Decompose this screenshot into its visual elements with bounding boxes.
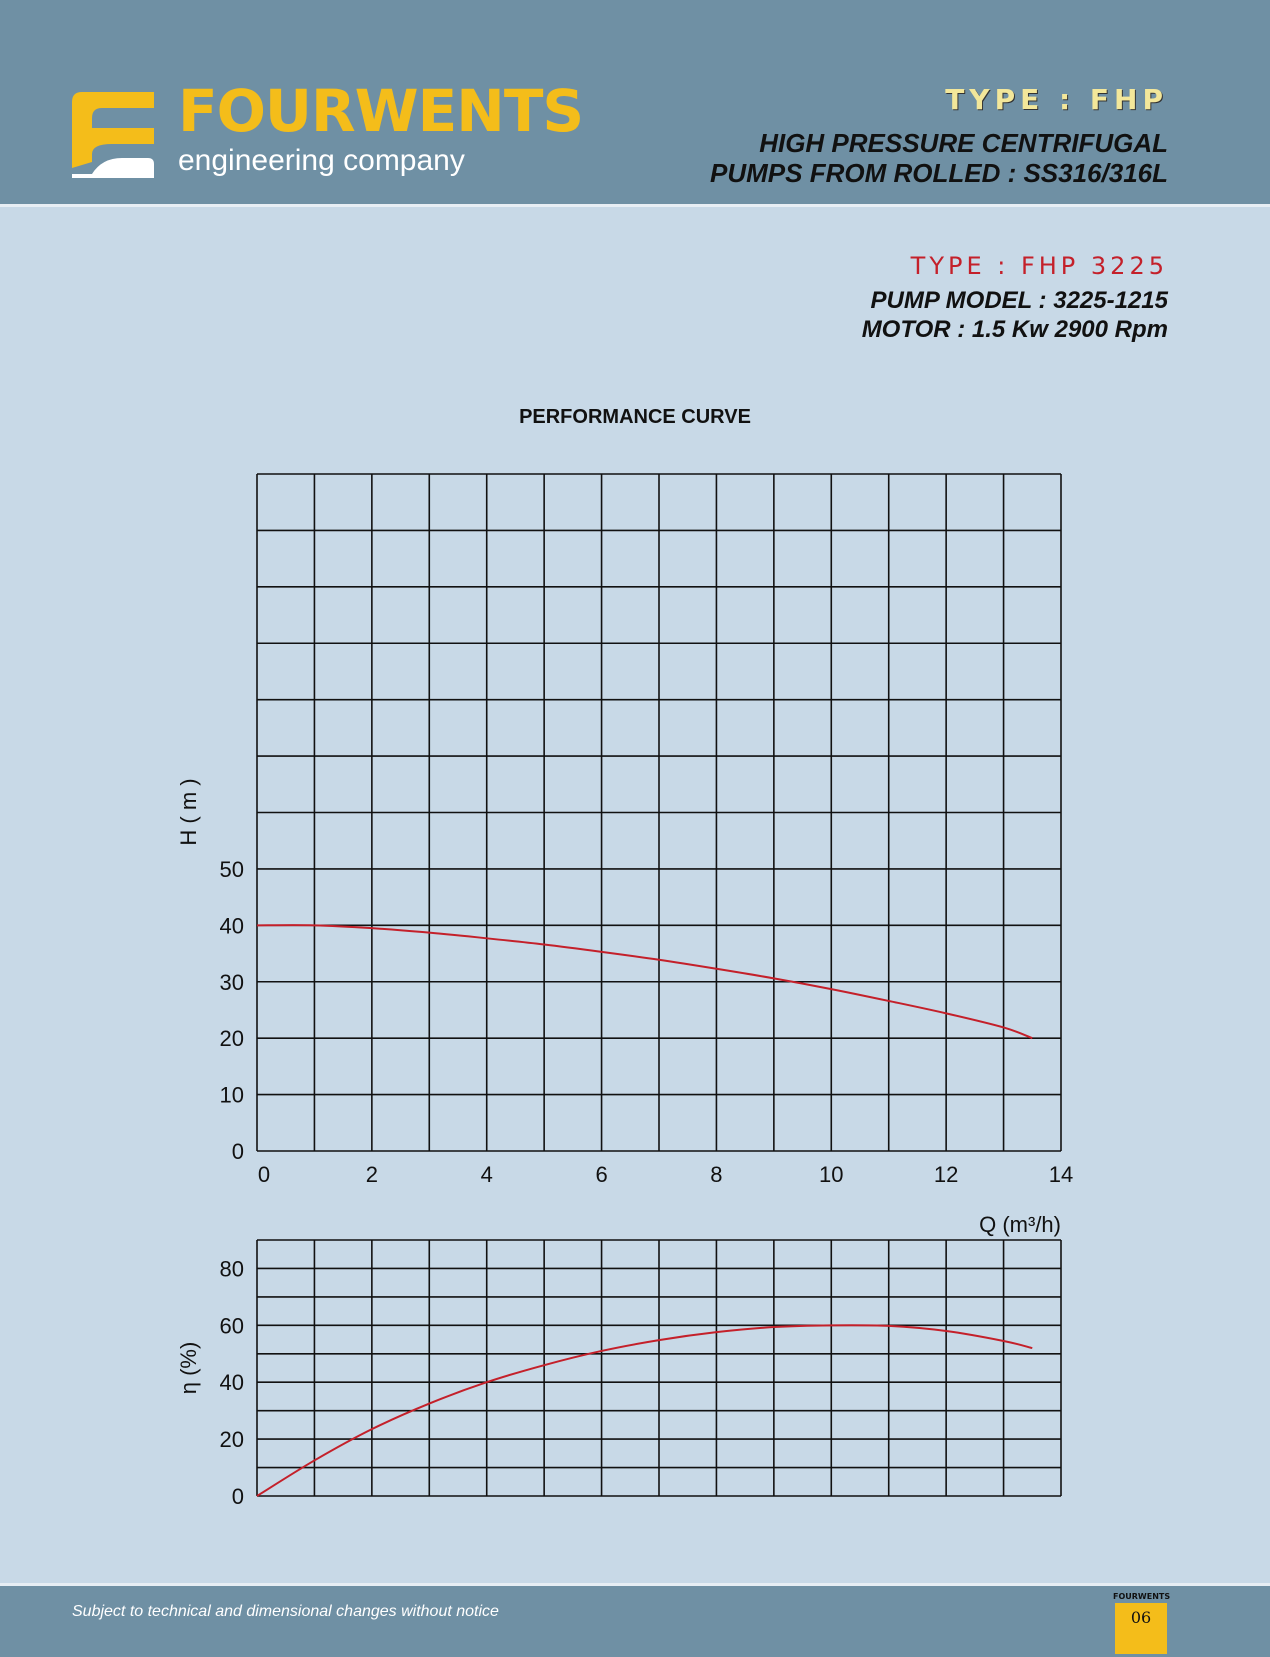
brand-name: FOURWENTS (178, 77, 584, 145)
y-tick-label: 40 (220, 913, 244, 938)
y-tick-label: 30 (220, 970, 244, 995)
fourwents-logo-icon (72, 92, 154, 187)
page-footer (0, 1583, 1270, 1657)
x-tick-label: 0 (258, 1162, 270, 1187)
series-type-label: TYPE : FHP (945, 83, 1168, 116)
footer-disclaimer: Subject to technical and dimensional cha… (72, 1603, 499, 1620)
brand-tagline: engineering company (178, 144, 465, 177)
y-axis-label: H ( m ) (176, 778, 201, 845)
y-tick-label: 0 (232, 1139, 244, 1164)
footer-brand: FOURWENTS (1113, 1592, 1171, 1601)
model-type-label: TYPE : FHP 3225 (910, 252, 1168, 280)
y-tick-label: 50 (220, 857, 244, 882)
x-tick-label: 14 (1049, 1162, 1073, 1187)
x-tick-label: 10 (819, 1162, 843, 1187)
y-tick-label: 20 (220, 1427, 244, 1452)
y-tick-label: 0 (232, 1484, 244, 1509)
head-curve (256, 924, 1033, 1040)
x-axis-label: Q (m³/h) (979, 1212, 1061, 1237)
x-tick-label: 12 (934, 1162, 958, 1187)
y-tick-label: 10 (220, 1083, 244, 1108)
y-tick-label: 60 (220, 1313, 244, 1338)
y-tick-label: 20 (220, 1026, 244, 1051)
x-tick-label: 4 (481, 1162, 493, 1187)
subtitle-line-1: HIGH PRESSURE CENTRIFUGAL (759, 128, 1168, 158)
model-info: PUMP MODEL : 3225-1215 MOTOR : 1.5 Kw 29… (862, 286, 1168, 344)
y-tick-label: 40 (220, 1370, 244, 1395)
product-subtitle: HIGH PRESSURE CENTRIFUGAL PUMPS FROM ROL… (710, 128, 1168, 188)
page-number: 06 (1115, 1603, 1167, 1654)
page-header (0, 0, 1270, 207)
efficiency-curve (256, 1324, 1033, 1497)
chart-title: PERFORMANCE CURVE (519, 406, 751, 428)
x-tick-label: 8 (710, 1162, 722, 1187)
x-tick-label: 6 (595, 1162, 607, 1187)
pump-model-text: PUMP MODEL : 3225-1215 (870, 287, 1168, 314)
y-tick-label: 80 (220, 1256, 244, 1281)
x-tick-label: 2 (366, 1162, 378, 1187)
subtitle-line-2: PUMPS FROM ROLLED : SS316/316L (710, 158, 1168, 188)
motor-text: MOTOR : 1.5 Kw 2900 Rpm (861, 316, 1168, 343)
y-axis-label: η (%) (176, 1342, 201, 1395)
